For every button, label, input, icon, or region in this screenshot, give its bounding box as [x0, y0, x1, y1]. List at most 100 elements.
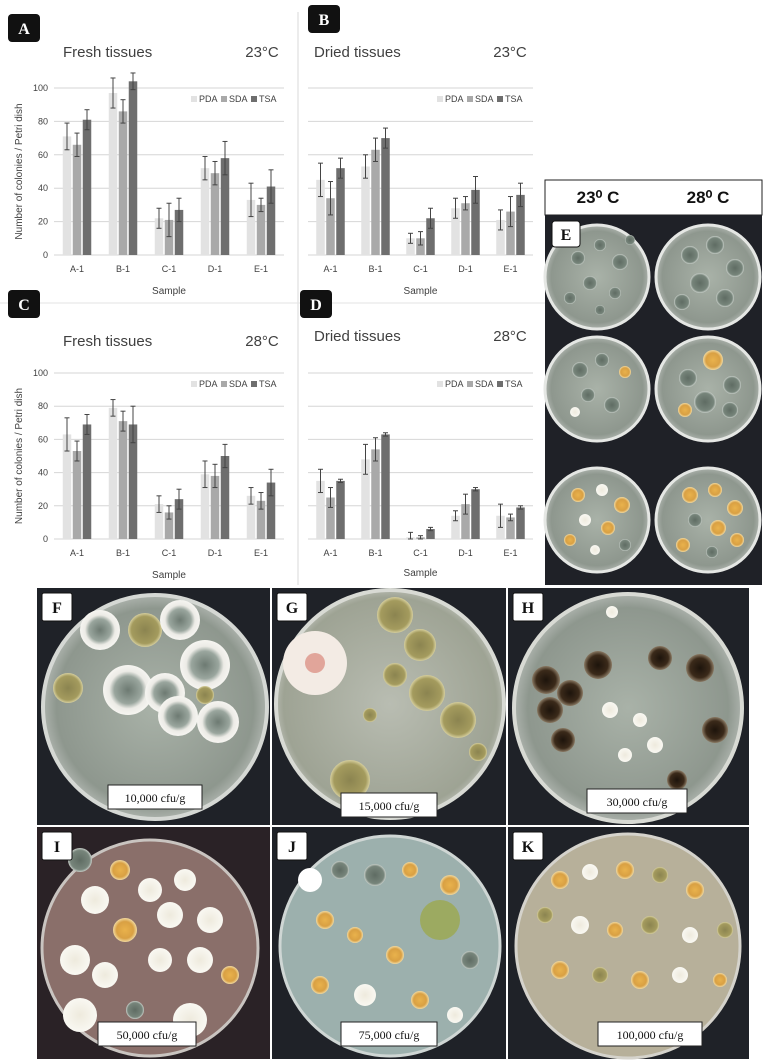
- svg-text:B: B: [319, 12, 330, 29]
- x-tick-label: D-1: [208, 264, 223, 274]
- x-tick-label: A-1: [70, 264, 84, 274]
- bar-pda-e-1: [246, 199, 256, 255]
- bar-sda-d-1: [461, 504, 470, 539]
- cfu-label-j: 75,000 cfu/g: [340, 1021, 438, 1047]
- y-tick-label: 60: [38, 150, 48, 160]
- svg-text:K: K: [522, 839, 535, 856]
- panel-f-photo: [37, 588, 270, 825]
- bar-tsa-b-1: [128, 424, 138, 539]
- petri-dish: [654, 223, 762, 331]
- x-tick-label: A-1: [323, 548, 337, 558]
- bar-sda-e-1: [506, 211, 515, 255]
- bar-pda-d-1: [451, 208, 460, 255]
- x-axis-title: Sample: [152, 570, 186, 581]
- panel-letter-c: C: [8, 290, 40, 318]
- bar-tsa-d-1: [471, 489, 480, 539]
- svg-text:A: A: [18, 21, 30, 38]
- y-tick-label: 80: [38, 116, 48, 126]
- x-tick-label: D-1: [208, 548, 223, 558]
- bar-sda-b-1: [371, 149, 380, 255]
- x-tick-label: B-1: [116, 264, 130, 274]
- x-tick-label: D-1: [458, 548, 473, 558]
- legend-swatch-tsa: [251, 381, 257, 387]
- svg-text:G: G: [286, 600, 299, 617]
- chart-title: Fresh tissues: [63, 44, 152, 61]
- legend-swatch-tsa: [497, 96, 503, 102]
- bar-sda-b-1: [371, 449, 380, 539]
- panel-letter-b: B: [308, 5, 340, 33]
- bar-sda-c-1: [164, 512, 174, 539]
- x-tick-label: D-1: [458, 264, 473, 274]
- svg-text:E: E: [561, 227, 572, 244]
- svg-text:I: I: [54, 839, 60, 856]
- legend-swatch-pda: [437, 96, 443, 102]
- bar-pda-b-1: [361, 166, 370, 255]
- panel-d-chart: A-1 B-1 C-1 D-1 E-1 Dried tissues 28°C PDA SDA TS…: [308, 328, 533, 579]
- legend-swatch-sda: [467, 96, 473, 102]
- x-tick-label: E-1: [254, 548, 268, 558]
- svg-text:30,000 cfu/g: 30,000 cfu/g: [607, 795, 668, 809]
- legend-label-tsa: TSA: [505, 379, 523, 389]
- legend-swatch-pda: [191, 381, 197, 387]
- bar-sda-c-1: [416, 238, 425, 255]
- bar-tsa-a-1: [82, 424, 92, 539]
- petri-dish: [654, 466, 762, 574]
- y-tick-label: 80: [38, 401, 48, 411]
- bar-pda-a-1: [62, 136, 72, 255]
- legend-swatch-tsa: [497, 381, 503, 387]
- x-tick-label: B-1: [368, 548, 382, 558]
- cfu-label-k: 100,000 cfu/g: [597, 1021, 703, 1047]
- bar-pda-b-1: [361, 459, 370, 539]
- legend-label-sda: SDA: [475, 94, 494, 104]
- panel-letter-k: K: [512, 831, 544, 861]
- bar-pda-a-1: [62, 434, 72, 539]
- x-axis-title: Sample: [404, 568, 438, 579]
- cfu-label-g: 15,000 cfu/g: [340, 792, 438, 818]
- bar-pda-d-1: [451, 515, 460, 539]
- svg-text:C: C: [18, 297, 30, 314]
- bar-sda-a-1: [326, 497, 335, 539]
- temperature-header-left: 23⁰ C: [577, 188, 620, 207]
- legend-label-tsa: TSA: [259, 94, 277, 104]
- x-tick-label: A-1: [70, 548, 84, 558]
- svg-text:10,000 cfu/g: 10,000 cfu/g: [125, 791, 186, 805]
- y-tick-label: 20: [38, 501, 48, 511]
- panel-letter-j: J: [276, 831, 308, 861]
- bar-sda-e-1: [256, 500, 266, 539]
- x-tick-label: B-1: [368, 264, 382, 274]
- svg-text:J: J: [288, 839, 296, 856]
- bar-pda-e-1: [246, 495, 256, 539]
- bar-tsa-c-1: [174, 499, 184, 539]
- panel-b-chart: A-1 B-1 C-1 D-1 E-1 Dried tissues 23°C PDA SDA TS…: [308, 44, 533, 297]
- bar-tsa-e-1: [266, 482, 276, 539]
- chart-title: Dried tissues: [314, 328, 401, 345]
- svg-text:15,000 cfu/g: 15,000 cfu/g: [359, 799, 420, 813]
- panel-letter-d: D: [300, 290, 332, 318]
- panel-letter-h: H: [512, 592, 544, 622]
- petri-dish: [543, 223, 651, 331]
- bar-tsa-a-1: [336, 168, 345, 255]
- legend-label-sda: SDA: [475, 379, 494, 389]
- x-axis-title: Sample: [152, 286, 186, 297]
- panel-letter-e: E: [551, 220, 581, 248]
- bar-tsa-c-1: [426, 529, 435, 539]
- legend-label-pda: PDA: [199, 379, 218, 389]
- legend-label-pda: PDA: [445, 379, 464, 389]
- y-tick-label: 0: [43, 534, 48, 544]
- y-axis-title: Number of colonies / Petri dish: [14, 103, 25, 239]
- cfu-label-f: 10,000 cfu/g: [107, 784, 203, 810]
- chart-title: Dried tissues: [314, 44, 401, 61]
- bar-tsa-b-1: [128, 81, 138, 255]
- x-tick-label: E-1: [503, 264, 517, 274]
- y-tick-label: 100: [33, 368, 48, 378]
- chart-temperature: 28°C: [493, 328, 527, 345]
- bar-tsa-e-1: [516, 507, 525, 539]
- legend-label-tsa: TSA: [259, 379, 277, 389]
- bar-sda-a-1: [326, 198, 335, 255]
- svg-text:50,000 cfu/g: 50,000 cfu/g: [117, 1028, 178, 1042]
- bar-sda-e-1: [256, 204, 266, 255]
- petri-dish: [543, 466, 651, 574]
- x-tick-label: C-1: [413, 548, 428, 558]
- panel-g-photo: [272, 588, 506, 825]
